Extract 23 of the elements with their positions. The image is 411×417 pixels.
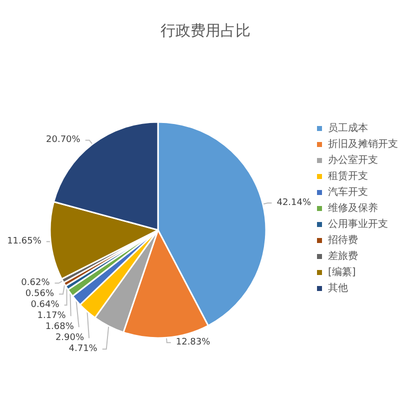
legend-label: 公用事业开支 — [328, 218, 388, 230]
data-label: 4.71% — [68, 344, 98, 354]
data-label: 0.64% — [30, 300, 60, 310]
legend-label: 租赁开支 — [328, 170, 368, 182]
legend-label: 其他 — [328, 282, 348, 294]
legend-label: [编纂] — [328, 266, 356, 278]
data-label: 0.56% — [25, 289, 54, 300]
data-label: 1.17% — [37, 311, 66, 322]
legend-label: 员工成本 — [328, 122, 368, 134]
legend-label: 汽车开支 — [328, 186, 368, 198]
legend-label: 维修及保养 — [328, 202, 378, 214]
data-label: 20.70% — [46, 135, 81, 146]
legend-label: 招待费 — [327, 234, 358, 246]
data-label: 1.68% — [45, 322, 74, 332]
data-label: 42.14% — [276, 198, 312, 208]
data-label: 2.90% — [55, 333, 84, 344]
data-label: 0.62% — [21, 278, 50, 288]
chart-title: 行政费用占比 — [160, 22, 250, 40]
data-label: 11.65% — [7, 236, 42, 247]
legend-label: 折旧及摊销开支 — [328, 138, 398, 150]
data-label: 12.83% — [176, 338, 211, 348]
legend-label: 差旅费 — [328, 250, 358, 262]
legend-label: 办公室开支 — [328, 154, 378, 166]
